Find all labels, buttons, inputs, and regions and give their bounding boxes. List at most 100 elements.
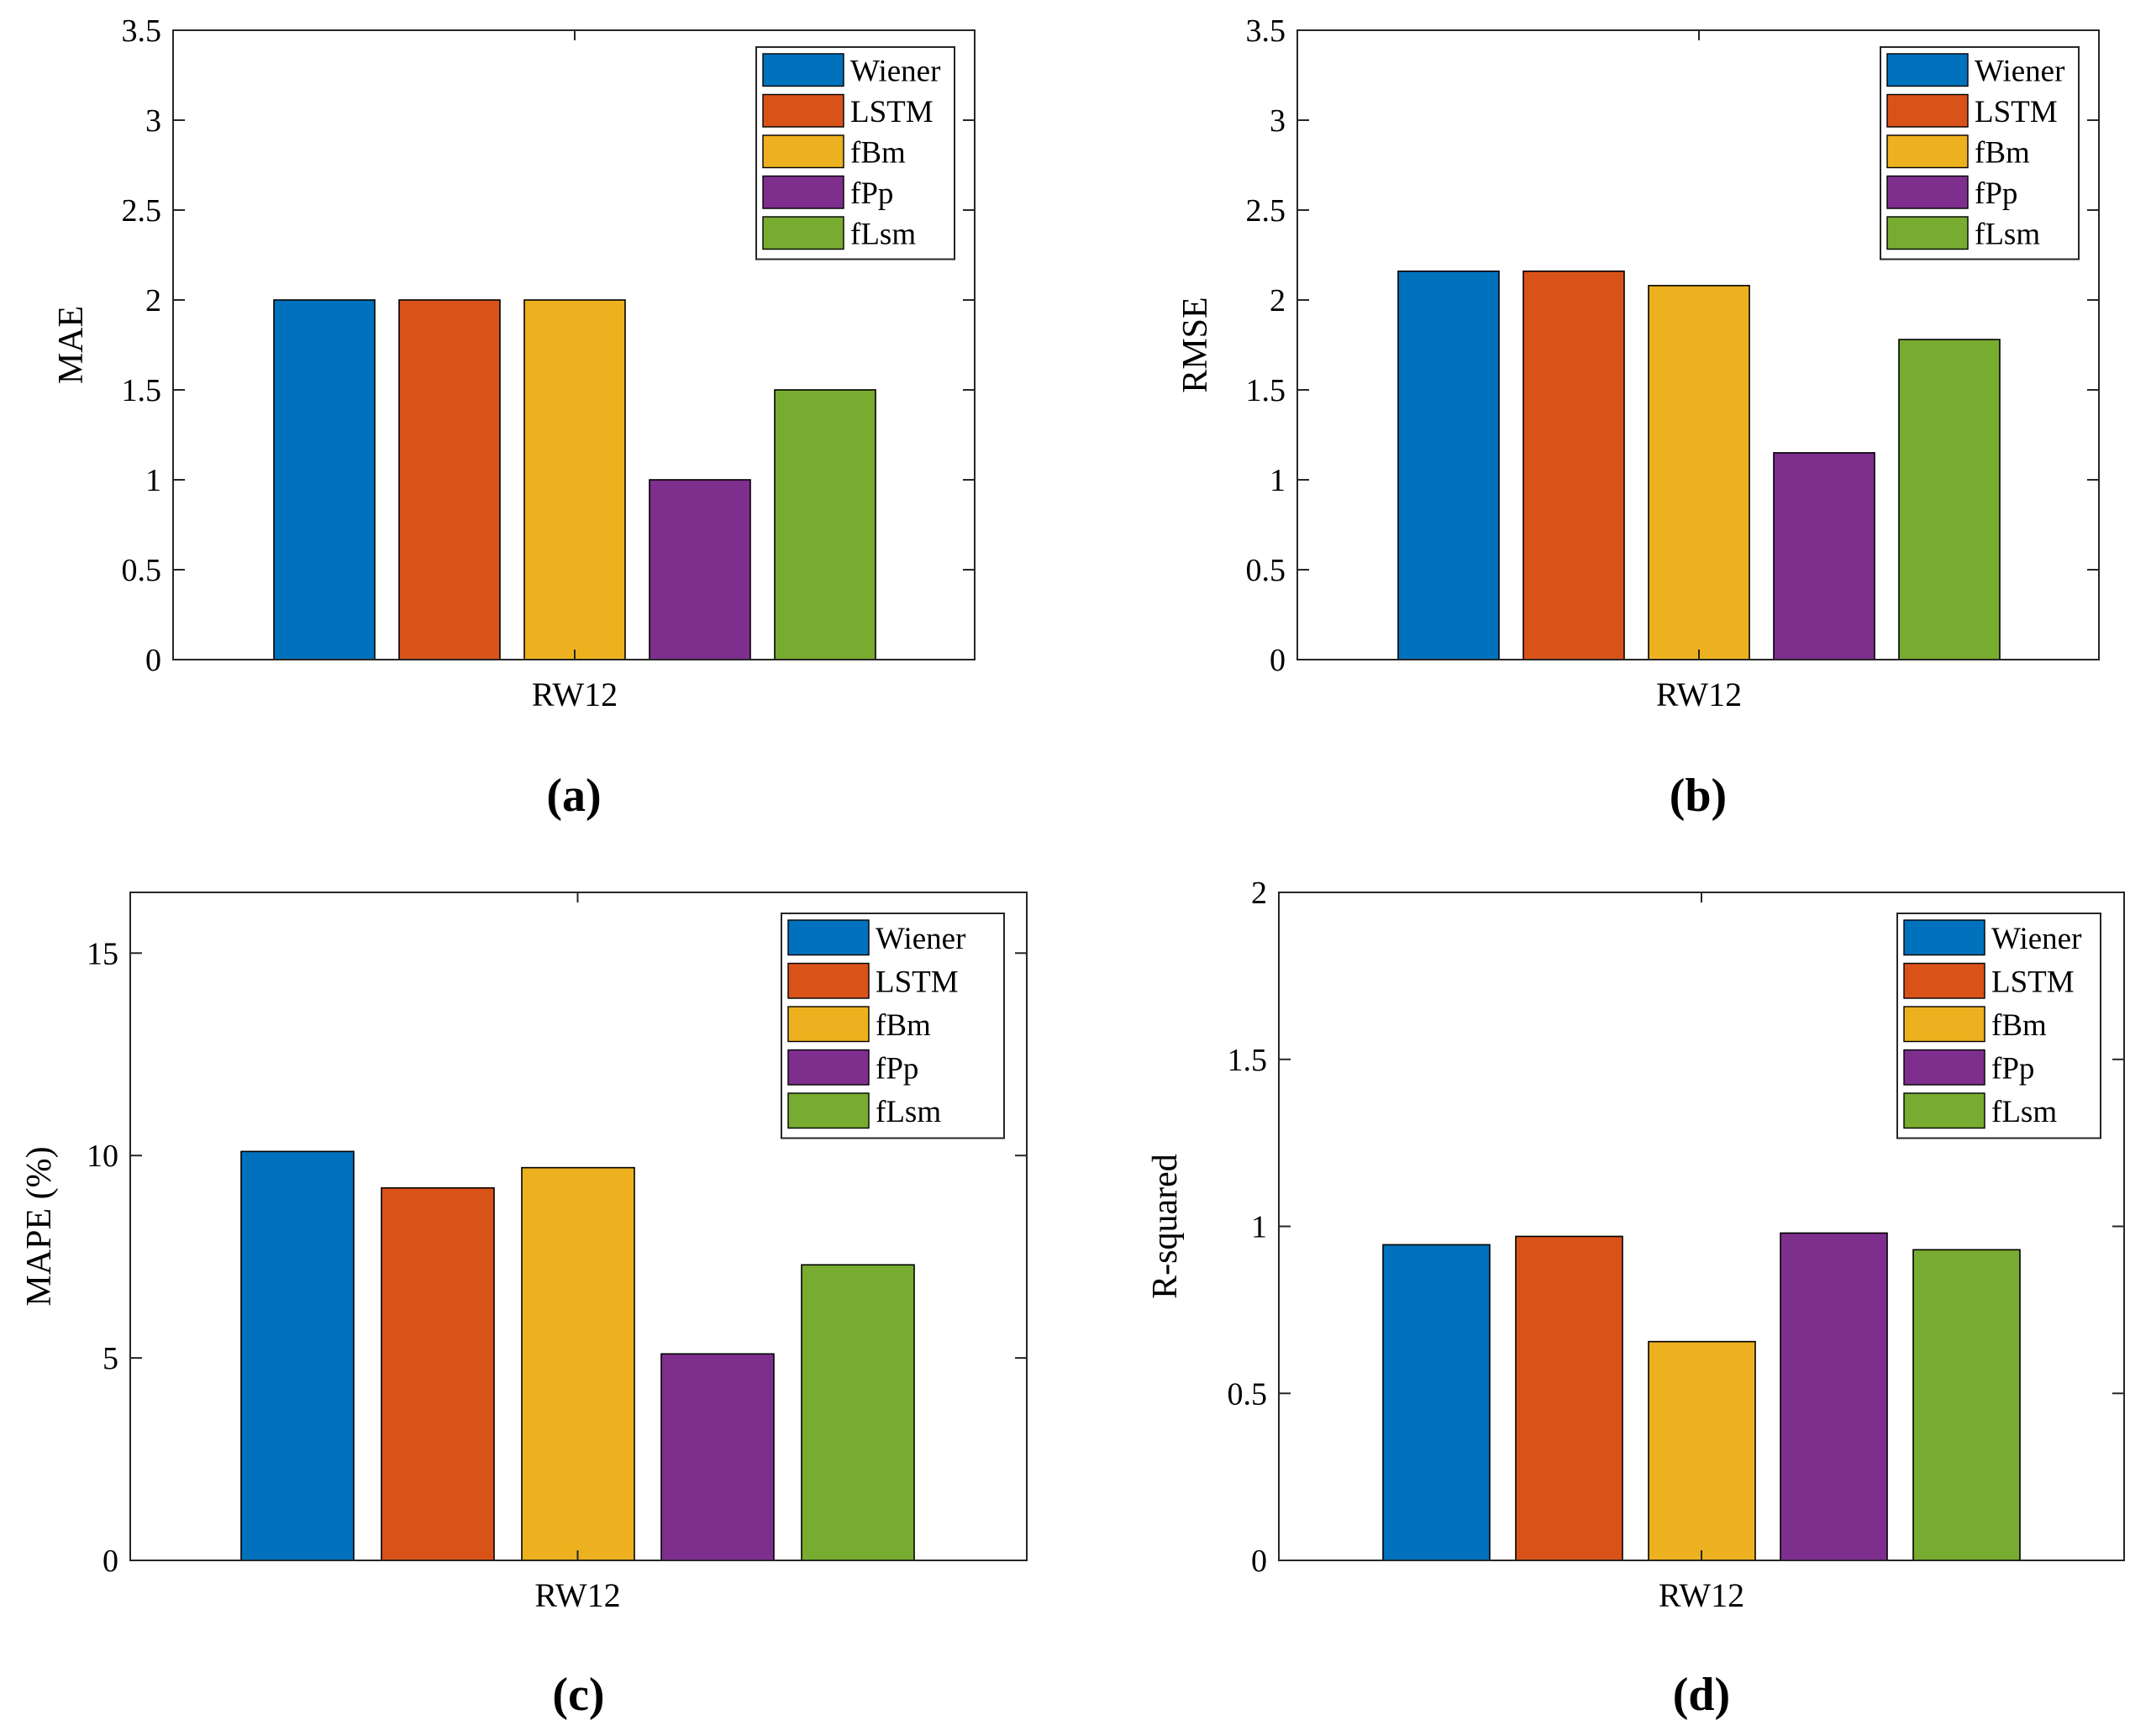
legend-label: fLsm bbox=[1991, 1095, 2057, 1129]
legend-swatch bbox=[1903, 919, 1985, 956]
legend-swatch bbox=[787, 1006, 870, 1043]
bar bbox=[521, 1166, 635, 1561]
y-tick-label: 0 bbox=[145, 643, 161, 678]
y-tick-label: 1 bbox=[1251, 1210, 1267, 1245]
bar bbox=[1912, 1249, 2021, 1561]
y-axis-label: RMSE bbox=[1176, 297, 1215, 392]
y-tick-label: 1.5 bbox=[1246, 373, 1286, 408]
legend-swatch bbox=[762, 53, 844, 87]
y-tick-label: 0 bbox=[103, 1544, 118, 1579]
y-tick-label: 15 bbox=[87, 936, 118, 971]
bar bbox=[1898, 339, 2001, 660]
bar bbox=[398, 299, 501, 660]
legend-label: Wiener bbox=[1991, 922, 2081, 956]
chart-panel: 0 0.5 1 1.5 2 2.5 3 3.5 RW12 MAE (a) Wiener LSTM fBm f… bbox=[52, 13, 976, 822]
bar bbox=[1773, 452, 1875, 660]
legend-label: Wiener bbox=[850, 54, 940, 88]
legend-swatch bbox=[1903, 1092, 1985, 1129]
legend-swatch bbox=[787, 1049, 870, 1086]
bar bbox=[1382, 1244, 1491, 1561]
legend-swatch bbox=[762, 93, 844, 128]
bar bbox=[774, 389, 876, 660]
legend-swatch bbox=[1886, 216, 1969, 250]
legend-label: Wiener bbox=[1975, 54, 2064, 88]
legend-label: fBm bbox=[876, 1008, 931, 1043]
legend-label: LSTM bbox=[850, 95, 934, 129]
bar bbox=[240, 1150, 355, 1561]
legend-label: fBm bbox=[1975, 135, 2030, 170]
y-tick-label: 3.5 bbox=[122, 13, 162, 49]
y-axis-label: R-squared bbox=[1146, 1154, 1185, 1299]
legend-swatch bbox=[762, 216, 844, 250]
bar bbox=[1397, 270, 1500, 660]
legend-label: Wiener bbox=[876, 922, 965, 956]
panel-label: (b) bbox=[1670, 770, 1727, 822]
x-tick-label: RW12 bbox=[534, 1576, 620, 1614]
bar bbox=[1780, 1232, 1888, 1561]
bar bbox=[523, 299, 626, 660]
bar bbox=[1523, 270, 1625, 660]
legend-label: LSTM bbox=[1991, 965, 2075, 999]
y-tick-label: 2 bbox=[1251, 876, 1267, 911]
y-tick-label: 10 bbox=[87, 1139, 118, 1174]
legend-swatch bbox=[762, 175, 844, 209]
y-tick-label: 1.5 bbox=[122, 373, 162, 408]
panel-label: (d) bbox=[1673, 1669, 1730, 1721]
legend-label: fPp bbox=[850, 176, 893, 211]
legend: Wiener LSTM fBm fPp fLsm bbox=[1896, 913, 2101, 1139]
legend-label: fLsm bbox=[1975, 217, 2040, 251]
chart-panel: 0 0.5 1 1.5 2 RW12 R-squared (d) Wiener LSTM fBm fP… bbox=[1146, 876, 2125, 1721]
legend: Wiener LSTM fBm fPp fLsm bbox=[781, 913, 1005, 1139]
bar bbox=[273, 299, 376, 660]
x-tick-label: RW12 bbox=[1656, 676, 1742, 713]
legend-label: fLsm bbox=[850, 217, 916, 251]
x-tick-label: RW12 bbox=[1659, 1576, 1744, 1614]
y-tick-label: 0 bbox=[1270, 643, 1286, 678]
legend-swatch bbox=[1903, 962, 1985, 999]
legend-swatch bbox=[787, 919, 870, 956]
legend-label: fLsm bbox=[876, 1095, 941, 1129]
y-tick-label: 3 bbox=[1270, 103, 1286, 139]
legend-swatch bbox=[787, 962, 870, 999]
chart-panel: 0 5 10 15 RW12 MAPE (%) (c) Wiener LSTM fBm fPp fLs… bbox=[20, 892, 1028, 1721]
y-axis-label: MAPE (%) bbox=[20, 1146, 59, 1306]
bar bbox=[1648, 285, 1750, 660]
bar bbox=[660, 1353, 775, 1561]
legend-label: fPp bbox=[1991, 1051, 2034, 1086]
bar bbox=[381, 1186, 495, 1561]
x-tick-label: RW12 bbox=[532, 676, 618, 713]
y-tick-label: 2 bbox=[145, 283, 161, 318]
panel-label: (a) bbox=[546, 770, 601, 822]
legend-label: fBm bbox=[1991, 1008, 2047, 1043]
y-tick-label: 0.5 bbox=[1246, 553, 1286, 588]
bar bbox=[801, 1264, 915, 1561]
legend-swatch bbox=[762, 134, 844, 169]
bar bbox=[1648, 1340, 1756, 1561]
y-axis-label: MAE bbox=[52, 306, 91, 384]
y-tick-label: 2.5 bbox=[1246, 193, 1286, 229]
legend-label: LSTM bbox=[1975, 95, 2058, 129]
legend-swatch bbox=[1886, 134, 1969, 169]
y-tick-label: 0.5 bbox=[122, 553, 162, 588]
y-tick-label: 2 bbox=[1270, 283, 1286, 318]
y-tick-label: 1.5 bbox=[1228, 1043, 1268, 1078]
chart-panel: 0 0.5 1 1.5 2 2.5 3 3.5 RW12 RMSE (b) Wiener LSTM fBm… bbox=[1176, 13, 2100, 822]
legend-swatch bbox=[787, 1092, 870, 1129]
legend-label: fPp bbox=[1975, 176, 2017, 211]
legend-swatch bbox=[1903, 1049, 1985, 1086]
y-tick-label: 3.5 bbox=[1246, 13, 1286, 49]
y-tick-label: 1 bbox=[145, 463, 161, 498]
legend-swatch bbox=[1886, 93, 1969, 128]
y-tick-label: 5 bbox=[103, 1341, 118, 1376]
bar bbox=[649, 479, 751, 660]
legend-swatch bbox=[1903, 1006, 1985, 1043]
legend-swatch bbox=[1886, 53, 1969, 87]
legend: Wiener LSTM fBm fPp fLsm bbox=[1880, 46, 2080, 260]
y-tick-label: 2.5 bbox=[122, 193, 162, 229]
legend-swatch bbox=[1886, 175, 1969, 209]
y-tick-label: 3 bbox=[145, 103, 161, 139]
bar bbox=[1515, 1235, 1623, 1561]
legend-label: LSTM bbox=[876, 965, 959, 999]
legend-label: fBm bbox=[850, 135, 906, 170]
